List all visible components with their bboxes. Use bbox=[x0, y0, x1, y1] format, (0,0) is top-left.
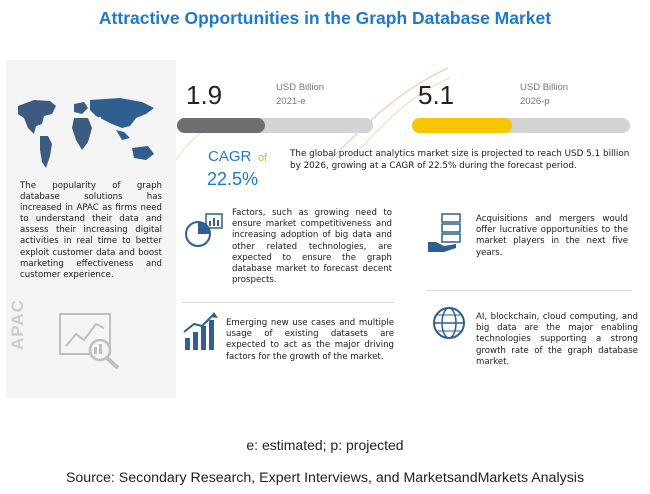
cagr-of: of bbox=[258, 152, 268, 164]
start-progress-bar bbox=[177, 118, 373, 133]
start-unit: USD Billion bbox=[276, 82, 325, 93]
divider-right bbox=[426, 290, 632, 291]
end-progress-fill bbox=[412, 118, 513, 133]
end-unit: USD Billion bbox=[520, 82, 569, 93]
content-card bbox=[176, 60, 644, 398]
decorative-curves bbox=[330, 67, 450, 160]
apac-description: The popularity of graph database solutio… bbox=[20, 181, 162, 280]
apac-vertical-label: APAC bbox=[8, 299, 27, 350]
end-value: 5.1 bbox=[418, 80, 455, 110]
factor-text-2: Emerging new use cases and multiple usag… bbox=[226, 318, 394, 362]
end-progress-bar bbox=[412, 118, 630, 133]
infographic-title: Attractive Opportunities in the Graph Da… bbox=[98, 8, 552, 28]
cagr-value: 22.5% bbox=[207, 169, 259, 189]
world-map-icon bbox=[18, 98, 154, 168]
source-line: Source: Secondary Research, Expert Inter… bbox=[65, 470, 585, 486]
cagr-label: CAGR bbox=[208, 148, 252, 165]
start-value: 1.9 bbox=[186, 80, 223, 110]
divider-left bbox=[182, 302, 394, 303]
end-year: 2026-p bbox=[520, 96, 550, 107]
money-hand-icon bbox=[428, 213, 461, 252]
globe-icon bbox=[433, 307, 465, 339]
start-year: 2021-e bbox=[276, 96, 306, 107]
factor-text-4: AI, blockchain, cloud computing, and big… bbox=[476, 312, 638, 367]
factor-text-3: Acquisitions and mergers would offer luc… bbox=[476, 214, 628, 258]
analytics-magnifier-icon bbox=[59, 313, 120, 370]
market-summary: The global product analytics market size… bbox=[290, 149, 630, 171]
footnote: e: estimated; p: projected bbox=[246, 437, 404, 453]
start-progress-fill bbox=[177, 118, 266, 133]
factor-text-1: Factors, such as growing need to ensure … bbox=[232, 208, 392, 286]
growth-chart-icon bbox=[183, 312, 218, 350]
pie-chart-icon bbox=[185, 213, 223, 247]
